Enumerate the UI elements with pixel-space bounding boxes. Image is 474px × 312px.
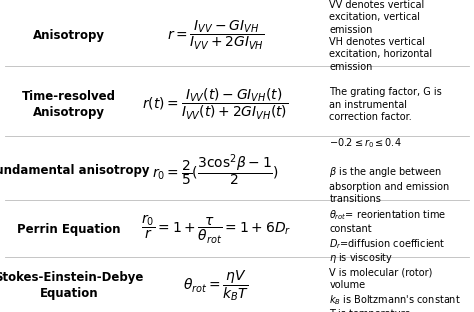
Text: $\eta$ is viscosity
V is molecular (rotor)
volume
$k_B$ is Boltzmann's constant
: $\eta$ is viscosity V is molecular (roto… [329,251,461,312]
Text: Perrin Equation: Perrin Equation [17,223,120,236]
Text: Time-resolved
Anisotropy: Time-resolved Anisotropy [22,90,116,119]
Text: $r_0 = \dfrac{2}{5}(\dfrac{3\cos^2\!\beta - 1}{2})$: $r_0 = \dfrac{2}{5}(\dfrac{3\cos^2\!\bet… [152,152,279,188]
Text: The grating factor, G is
an instrumental
correction factor.: The grating factor, G is an instrumental… [329,87,442,122]
Text: $r(t) = \dfrac{I_{VV}(t) - GI_{VH}(t)}{I_{VV}(t) + 2GI_{VH}(t)}$: $r(t) = \dfrac{I_{VV}(t) - GI_{VH}(t)}{I… [143,87,289,122]
Text: $\dfrac{r_0}{r} = 1 + \dfrac{\tau}{\theta_{rot}} = 1 + 6D_r$: $\dfrac{r_0}{r} = 1 + \dfrac{\tau}{\thet… [141,213,291,246]
Text: VV denotes vertical
excitation, vertical
emission
VH denotes vertical
excitation: VV denotes vertical excitation, vertical… [329,0,433,72]
Text: $\theta_{rot}$= reorientation time
constant
$D_r$=diffusion coefficient: $\theta_{rot}$= reorientation time const… [329,208,447,251]
Text: $r = \dfrac{I_{VV} - GI_{VH}}{I_{VV} + 2GI_{VH}}$: $r = \dfrac{I_{VV} - GI_{VH}}{I_{VV} + 2… [167,19,264,52]
Text: Anisotropy: Anisotropy [33,29,105,42]
Text: $\theta_{rot} = \dfrac{\eta V}{k_B T}$: $\theta_{rot} = \dfrac{\eta V}{k_B T}$ [182,268,249,303]
Text: $-0.2 \leq r_0 \leq 0.4$

$\beta$ is the angle between
absorption and emission
t: $-0.2 \leq r_0 \leq 0.4$ $\beta$ is the … [329,136,450,204]
Text: Fundamental anisotropy: Fundamental anisotropy [0,163,149,177]
Text: Stokes-Einstein-Debye
Equation: Stokes-Einstein-Debye Equation [0,271,144,300]
